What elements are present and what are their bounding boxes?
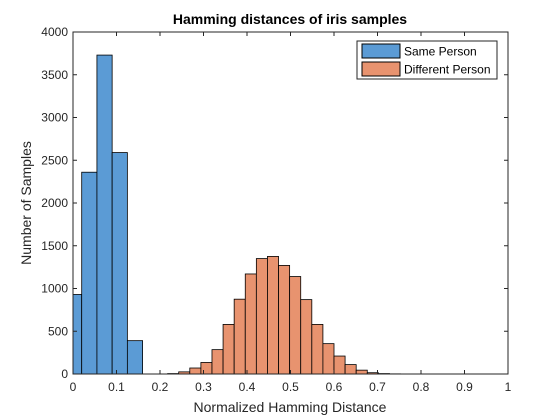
bar-different-person: [189, 367, 202, 374]
x-tick-label: 0.7: [369, 380, 386, 394]
bar-same-person: [111, 152, 128, 374]
bar-different-person: [267, 256, 279, 374]
bar-different-person: [333, 355, 346, 374]
legend: Same Person Different Person: [356, 40, 498, 80]
legend-label-same-person: Same Person: [404, 45, 477, 59]
bars-group: [73, 54, 401, 374]
x-tick-label: 0.8: [413, 380, 430, 394]
x-tick-label: 0.9: [456, 380, 473, 394]
x-tick-label: 0.4: [239, 380, 256, 394]
x-ticks-group: 0 0.1 0.2 0.3 0.4 0.5 0.6 0.7 0.8 0.9 1: [70, 32, 512, 394]
legend-swatch-different-person: [361, 61, 401, 77]
x-tick-label: 0: [70, 380, 77, 394]
bar-same-person: [81, 171, 98, 374]
y-tick-label: 0: [61, 367, 68, 381]
y-tick-label: 1500: [41, 239, 68, 253]
x-tick-label: 0.5: [282, 380, 299, 394]
bar-different-person: [278, 265, 291, 374]
x-tick-label: 1: [505, 380, 512, 394]
bar-different-person: [289, 276, 302, 374]
bar-same-person: [96, 54, 113, 374]
bar-different-person: [300, 299, 313, 374]
bar-different-person: [233, 298, 246, 374]
y-tick-label: 3500: [41, 68, 68, 82]
bar-different-person: [255, 258, 268, 374]
y-ticks-group: 0 500 1000 1500 2000 2500 3000 3500 4000: [41, 25, 508, 381]
x-axis-title: Normalized Hamming Distance: [194, 399, 387, 415]
bar-different-person: [311, 324, 324, 374]
legend-swatch-same-person: [361, 43, 401, 59]
y-tick-label: 2000: [41, 196, 68, 210]
x-tick-label: 0.6: [326, 380, 343, 394]
bar-different-person: [211, 349, 224, 374]
bar-different-person: [355, 369, 368, 374]
y-tick-label: 4000: [41, 25, 68, 39]
bar-different-person: [344, 364, 357, 374]
legend-label-different-person: Different Person: [404, 63, 491, 77]
y-tick-label: 1000: [41, 282, 68, 296]
bar-different-person: [200, 362, 213, 374]
x-tick-label: 0.2: [152, 380, 169, 394]
bar-different-person: [244, 273, 257, 374]
y-tick-label: 2500: [41, 153, 68, 167]
bar-different-person: [222, 324, 235, 374]
x-tick-label: 0.1: [108, 380, 125, 394]
y-tick-label: 500: [48, 324, 68, 338]
chart-title: Hamming distances of iris samples: [173, 11, 407, 27]
y-tick-label: 3000: [41, 111, 68, 125]
y-axis-title: Number of Samples: [18, 141, 34, 265]
x-tick-label: 0.3: [195, 380, 212, 394]
bar-same-person: [126, 340, 144, 374]
bar-different-person: [322, 343, 335, 374]
